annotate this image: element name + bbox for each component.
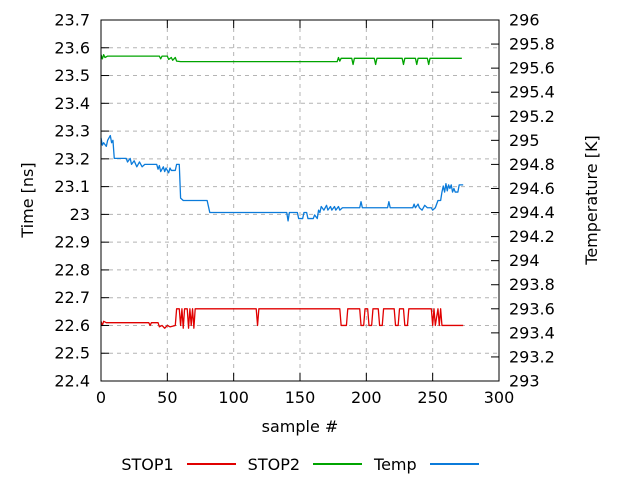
y-left-tick-label: 23.5: [54, 66, 90, 85]
y-right-tick-label: 296: [509, 11, 540, 30]
y-right-tick-label: 294.4: [509, 203, 555, 222]
legend-line-swatch-temp: [429, 463, 479, 465]
y-left-tick-label: 23.2: [54, 149, 90, 168]
legend-label-stop1: STOP1: [121, 454, 174, 474]
x-tick-label: 50: [157, 388, 177, 407]
y-right-tick-label: 294.8: [509, 155, 555, 174]
y-left-tick-label: 23.3: [54, 122, 90, 141]
x-tick-label: 150: [285, 388, 316, 407]
legend-line-swatch-stop2: [313, 463, 363, 465]
y-right-tick-label: 295.8: [509, 35, 555, 54]
y-right-tick-label: 293.4: [509, 323, 555, 342]
y-left-tick-label: 22.5: [54, 344, 90, 363]
x-tick-label: 0: [96, 388, 106, 407]
legend-label-temp: Temp: [374, 454, 417, 474]
y-left-tick-label: 22.7: [54, 288, 90, 307]
y-right-tick-label: 293.8: [509, 275, 555, 294]
y-axis-label-left: Time [ns]: [18, 162, 37, 238]
y-left-tick-label: 23.1: [54, 177, 90, 196]
y-left-tick-label: 22.8: [54, 260, 90, 279]
y-left-tick-label: 23.4: [54, 94, 90, 113]
series-path-temp: [100, 134, 464, 222]
x-tick-label: 250: [417, 388, 448, 407]
y-right-tick-label: 295: [509, 131, 540, 150]
y-right-tick-label: 295.6: [509, 59, 555, 78]
y-left-tick-label: 23.7: [54, 11, 90, 30]
y-right-tick-label: 293.6: [509, 299, 555, 318]
y-left-tick-label: 23.6: [54, 38, 90, 57]
y-right-tick-label: 293: [509, 372, 540, 391]
legend-line-swatch-stop1: [186, 463, 236, 465]
series-path-stop1: [100, 308, 464, 329]
series-path-stop2: [100, 54, 462, 66]
legend-item-temp: Temp: [374, 455, 479, 474]
legend-item-stop2: STOP2: [247, 454, 363, 474]
y-right-tick-label: 294: [509, 251, 540, 270]
x-tick-label: 200: [351, 388, 382, 407]
y-right-tick-label: 295.2: [509, 107, 555, 126]
y-left-tick-label: 22.4: [54, 372, 90, 391]
y-left-tick-label: 23: [70, 205, 90, 224]
y-axis-label-right: Temperature [K]: [582, 135, 601, 265]
y-left-tick-label: 22.6: [54, 316, 90, 335]
y-right-tick-label: 294.2: [509, 227, 555, 246]
x-tick-label: 100: [218, 388, 249, 407]
y-right-tick-label: 294.6: [509, 179, 555, 198]
y-right-tick-label: 295.4: [509, 83, 555, 102]
y-left-tick-label: 22.9: [54, 233, 90, 252]
y-right-tick-label: 293.2: [509, 347, 555, 366]
legend: STOP1 STOP2 Temp: [0, 452, 600, 476]
legend-item-stop1: STOP1: [121, 454, 236, 474]
x-tick-label: 300: [484, 388, 515, 407]
legend-label-stop2: STOP2: [247, 454, 301, 474]
x-axis-label: sample #: [261, 417, 339, 436]
